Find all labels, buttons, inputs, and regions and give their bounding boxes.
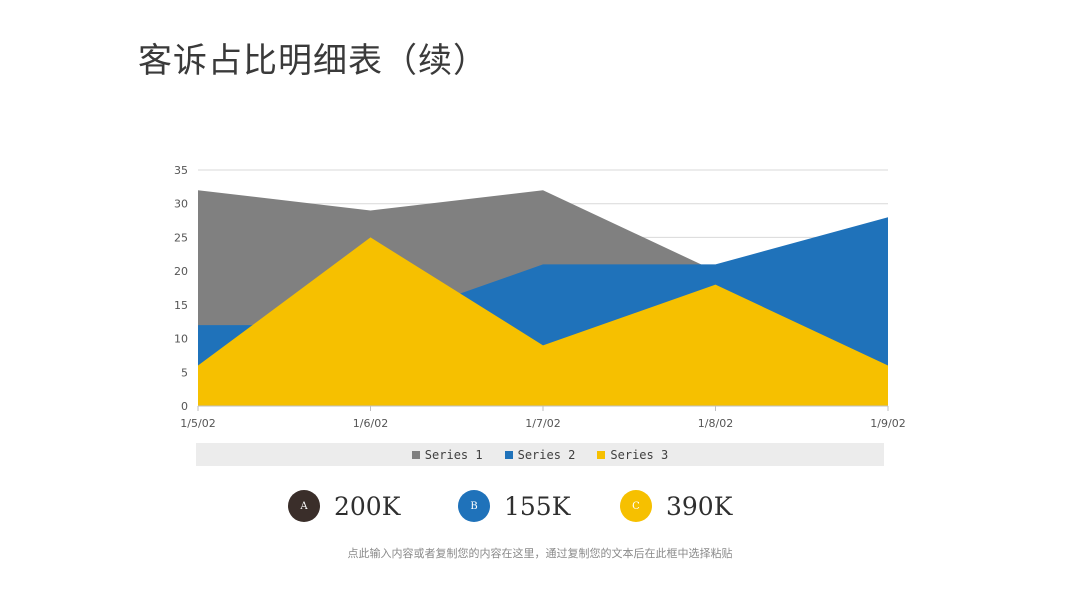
y-tick-label-0: 0	[181, 400, 188, 413]
stat-value-b: 155K	[504, 491, 571, 521]
legend-swatch-series-3	[597, 450, 606, 459]
y-tick-label-15: 15	[174, 299, 188, 312]
legend-label-series-1: Series 1	[424, 447, 483, 462]
stat-badge-c: C	[620, 490, 652, 522]
page-title: 客诉占比明细表（续）	[138, 41, 488, 81]
legend-swatch-series-1	[411, 450, 420, 459]
chart-legend: Series 1 Series 2 Series 3	[196, 443, 884, 466]
x-tick-label-3: 1/8/02	[698, 417, 733, 430]
accent-block-yellow	[0, 37, 24, 72]
footer-placeholder-text: 点此输入内容或者复制您的内容在这里，通过复制您的文本后在此框中选择粘贴	[347, 547, 733, 560]
stat-a: A 200K	[288, 490, 400, 522]
stat-value-a: 200K	[334, 491, 401, 521]
stat-badge-b: B	[458, 490, 490, 522]
legend-item-series-1: Series 1	[411, 447, 483, 462]
y-tick-label-30: 30	[174, 198, 188, 211]
y-tick-label-20: 20	[174, 265, 188, 278]
legend-label-series-3: Series 3	[610, 447, 669, 462]
legend-swatch-series-2	[504, 450, 513, 459]
chart-axes: 0 5 10 15 20 25 30 35 1/5/02 1/6/02 1/7/02 1/8/02 1/…	[174, 164, 906, 430]
y-tick-label-25: 25	[174, 231, 188, 244]
stat-c: C 390K	[620, 490, 732, 522]
y-tick-label-10: 10	[174, 333, 188, 346]
x-tick-label-1: 1/6/02	[353, 417, 388, 430]
area-chart: 0 5 10 15 20 25 30 35 1/5/02 1/6/02 1/7/02 1/8/02 1/…	[174, 164, 906, 430]
area-series-3	[198, 237, 888, 406]
stats-row: A 200K B 155K C 390K	[0, 490, 1080, 530]
stat-value-c: 390K	[666, 491, 733, 521]
legend-item-series-2: Series 2	[504, 447, 576, 462]
chart-areas	[198, 190, 888, 406]
y-tick-label-35: 35	[174, 164, 188, 177]
stat-b: B 155K	[458, 490, 570, 522]
accent-block-blue	[24, 37, 105, 72]
x-tick-label-4: 1/9/02	[870, 417, 905, 430]
legend-item-series-3: Series 3	[597, 448, 668, 462]
x-tick-label-0: 1/5/02	[180, 417, 215, 430]
legend-label-series-2: Series 2	[517, 447, 576, 462]
y-tick-label-5: 5	[181, 366, 188, 379]
x-tick-label-2: 1/7/02	[525, 417, 560, 430]
stat-badge-a: A	[288, 490, 320, 522]
